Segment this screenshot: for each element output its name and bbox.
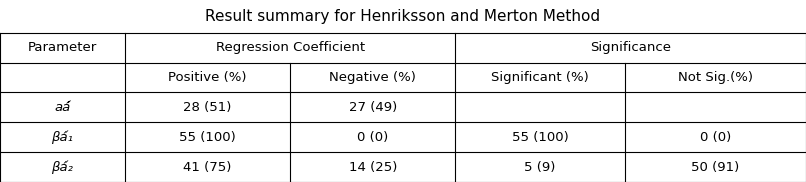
- Text: Result summary for Henriksson and Merton Method: Result summary for Henriksson and Merton…: [206, 9, 600, 24]
- Text: βá́₂: βá́₂: [52, 160, 73, 174]
- Text: Significance: Significance: [590, 41, 671, 54]
- Text: aá́: aá́: [54, 101, 71, 114]
- Text: Parameter: Parameter: [28, 41, 97, 54]
- Text: 0 (0): 0 (0): [357, 131, 388, 144]
- Text: Not Sig.(%): Not Sig.(%): [678, 71, 753, 84]
- Text: 27 (49): 27 (49): [349, 101, 397, 114]
- Text: 14 (25): 14 (25): [348, 161, 397, 174]
- Text: 28 (51): 28 (51): [183, 101, 232, 114]
- Text: Positive (%): Positive (%): [168, 71, 247, 84]
- Text: 55 (100): 55 (100): [512, 131, 568, 144]
- Text: Negative (%): Negative (%): [330, 71, 416, 84]
- Text: 55 (100): 55 (100): [179, 131, 236, 144]
- Text: 41 (75): 41 (75): [183, 161, 232, 174]
- Text: 50 (91): 50 (91): [692, 161, 739, 174]
- Text: 5 (9): 5 (9): [525, 161, 555, 174]
- Text: Significant (%): Significant (%): [491, 71, 589, 84]
- Text: Regression Coefficient: Regression Coefficient: [215, 41, 365, 54]
- Text: 0 (0): 0 (0): [700, 131, 731, 144]
- Text: βá́₁: βá́₁: [52, 130, 73, 144]
